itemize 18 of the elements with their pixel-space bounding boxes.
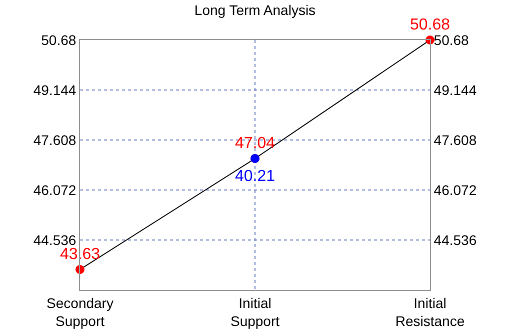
y-tick-label: 49.144	[33, 82, 76, 98]
x-tick-label: Initial Support	[230, 294, 280, 329]
y2-tick-label: 50.68	[434, 32, 470, 48]
data-label: 50.68	[410, 16, 450, 34]
y2-tick-label: 46.072	[434, 182, 477, 198]
y2-tick-label: 47.608	[434, 132, 477, 148]
y-tick-label: 47.608	[33, 132, 76, 148]
annotation: 40.21	[235, 168, 276, 185]
y-tick-label: 50.68	[41, 32, 76, 48]
chart-title: Long Term Analysis	[194, 2, 316, 18]
y-tick-label: 44.536	[33, 232, 76, 248]
y2-tick-label: 49.144	[434, 82, 477, 98]
y2-tick-label: 44.536	[434, 232, 477, 248]
data-label: 47.04	[234, 134, 276, 152]
x-tick-label: Secondary Support	[46, 294, 114, 329]
y-tick-label: 46.072	[33, 182, 76, 198]
x-tick-label: Initial Resistance	[395, 294, 465, 329]
data-label: 43.63	[60, 246, 100, 263]
